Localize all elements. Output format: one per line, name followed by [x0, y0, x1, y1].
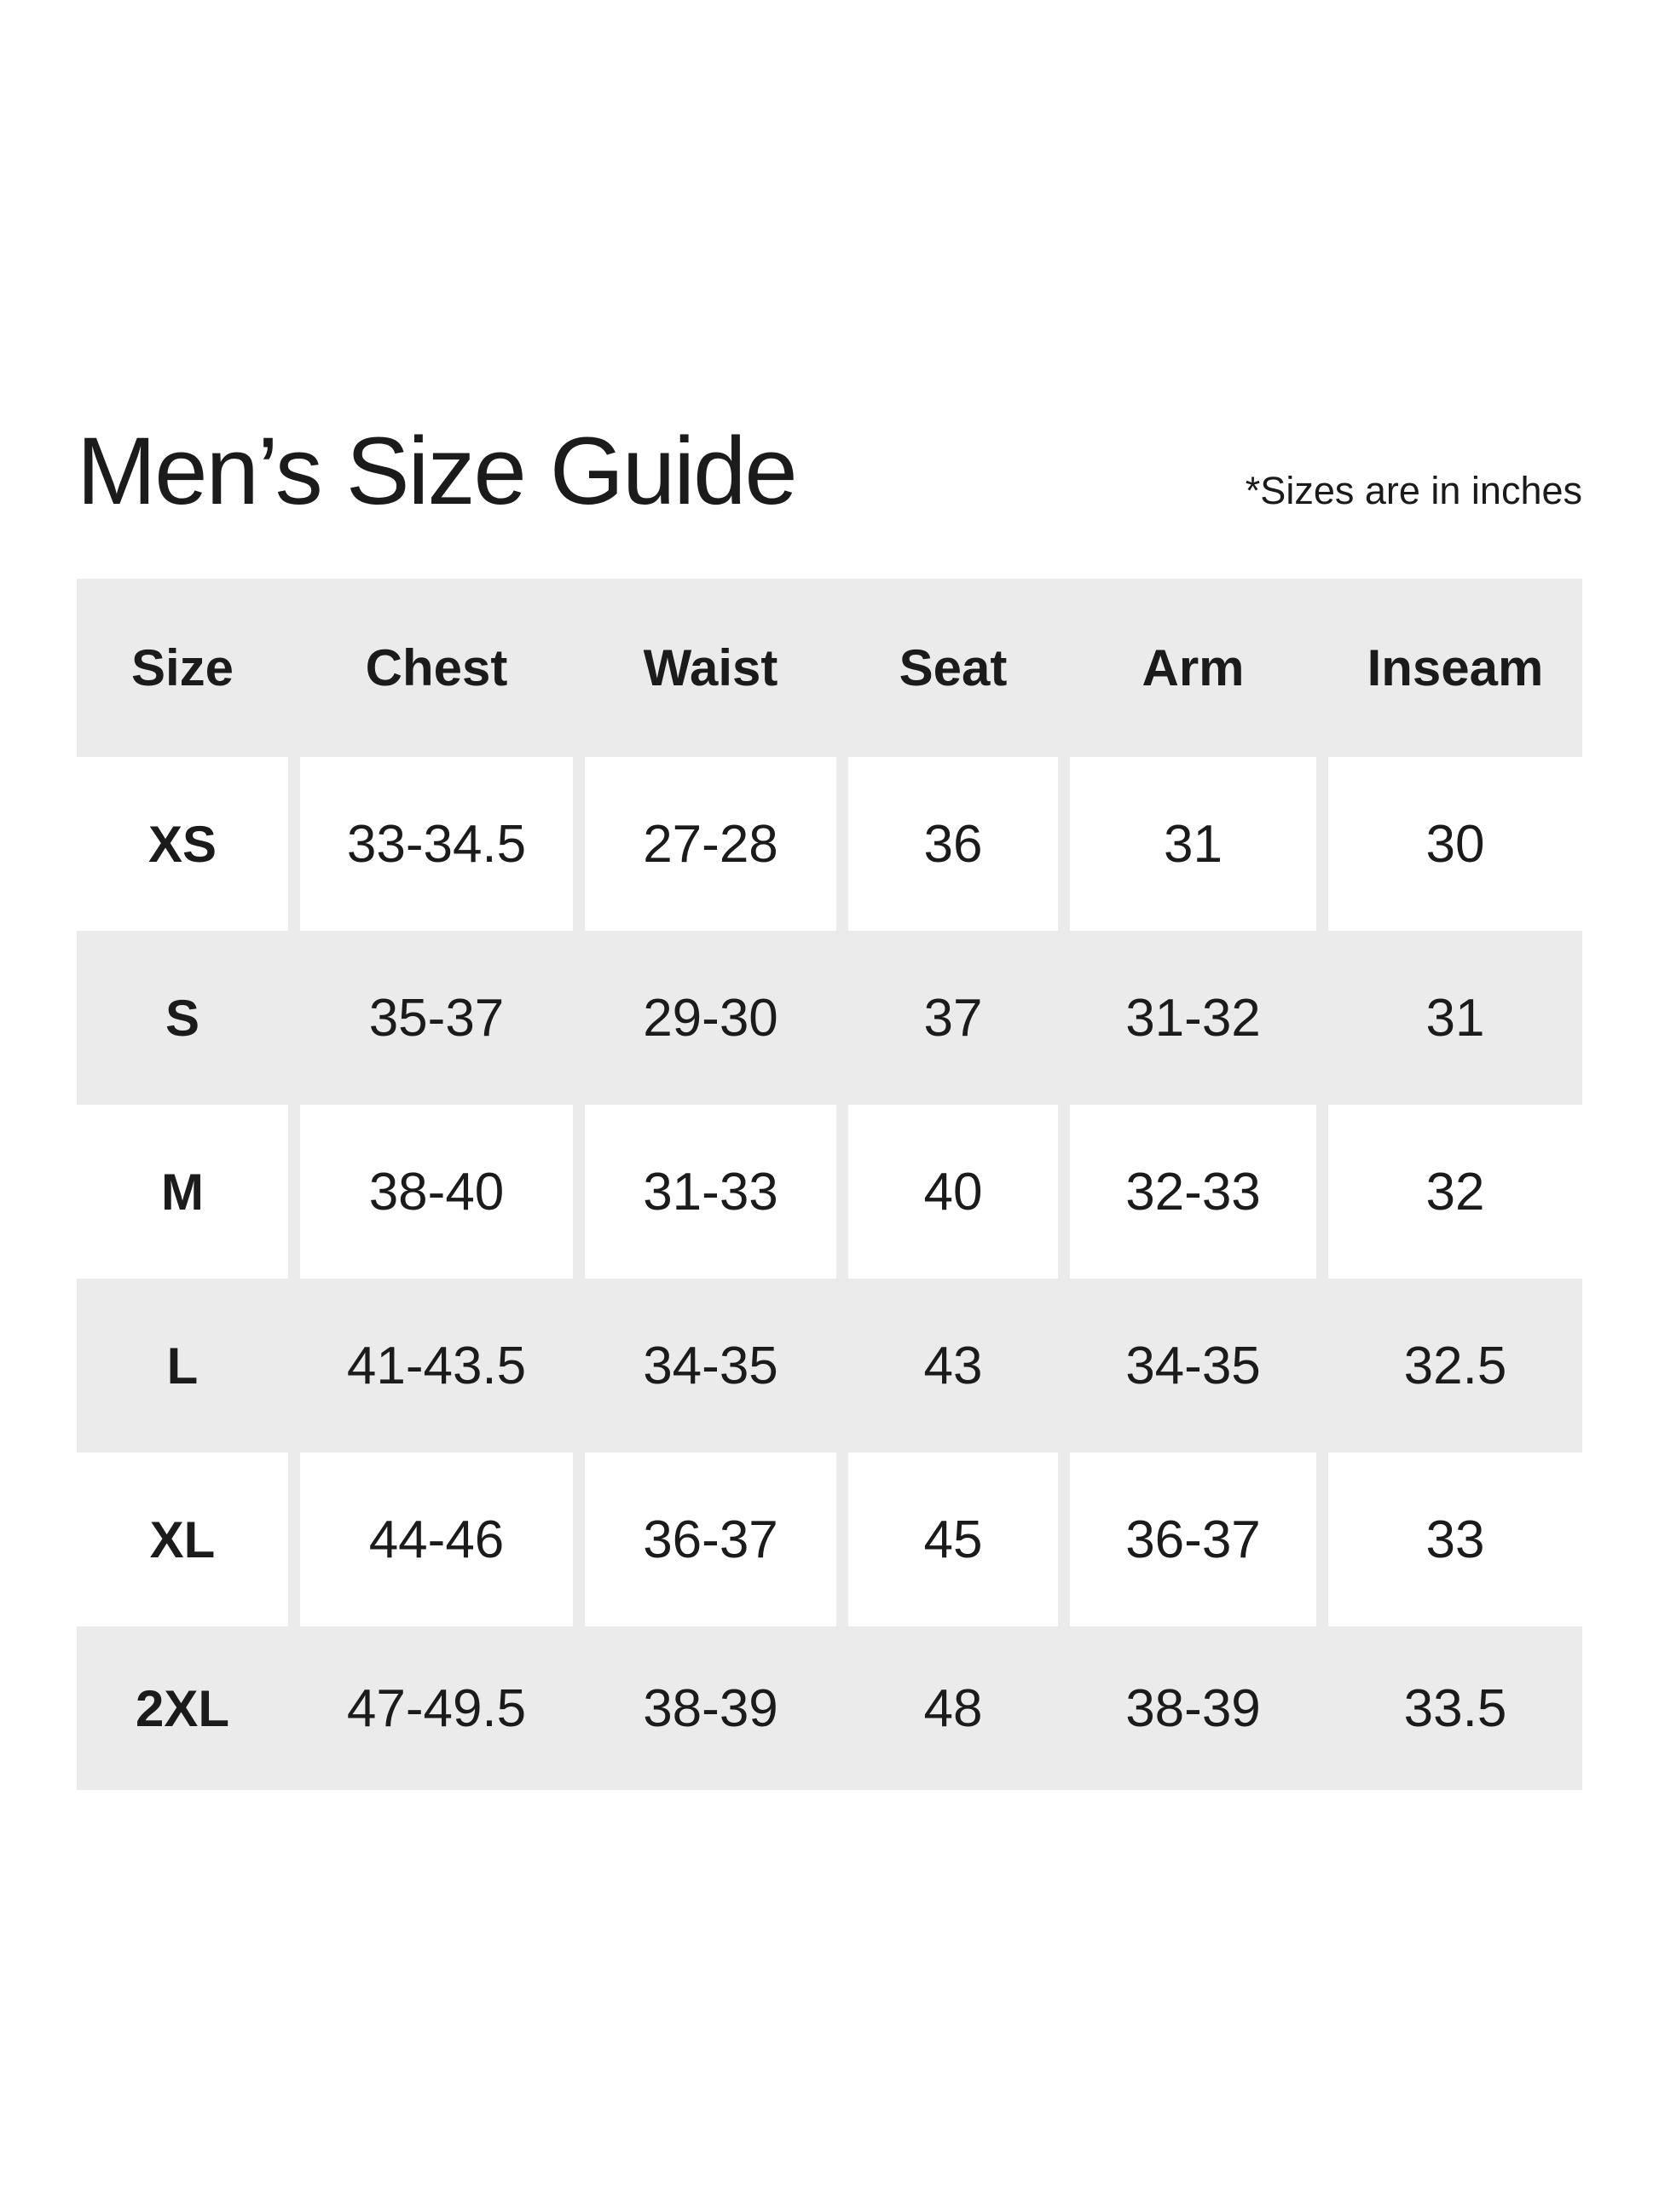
arm-cell: 31: [1070, 757, 1316, 931]
seat-cell: 40: [848, 1105, 1058, 1279]
size-cell: XS: [77, 757, 288, 931]
waist-cell: 38-39: [643, 1678, 778, 1738]
chest-cell: 38-40: [300, 1105, 573, 1279]
seat-cell: 43: [923, 1336, 983, 1395]
inseam-cell: 32.5: [1403, 1336, 1507, 1395]
page-header: Men’s Size Guide *Sizes are in inches: [77, 424, 1582, 519]
arm-cell: 34-35: [1125, 1336, 1261, 1395]
column-header-arm: Arm: [1142, 639, 1245, 696]
chest-cell: 35-37: [368, 988, 505, 1048]
table-row-s: S 35-37 29-30 37 31-32 31: [77, 931, 1582, 1105]
table-header-row: Size Chest Waist Seat Arm Inseam: [77, 579, 1582, 757]
waist-cell: 27-28: [585, 757, 836, 931]
page-title: Men’s Size Guide: [77, 418, 798, 524]
inseam-cell: 33: [1328, 1453, 1582, 1626]
size-cell: XL: [77, 1453, 288, 1626]
inseam-cell: 30: [1328, 757, 1582, 931]
column-header-chest: Chest: [365, 639, 508, 696]
size-cell: S: [165, 989, 200, 1047]
inseam-cell: 32: [1328, 1105, 1582, 1279]
column-header-inseam: Inseam: [1367, 639, 1544, 696]
size-cell: 2XL: [135, 1679, 230, 1737]
waist-cell: 36-37: [585, 1453, 836, 1626]
inseam-cell: 31: [1425, 988, 1485, 1048]
arm-cell: 32-33: [1070, 1105, 1316, 1279]
table-row-xl: XL 44-46 36-37 45 36-37 33: [77, 1453, 1582, 1626]
column-header-seat: Seat: [899, 639, 1008, 696]
waist-cell: 31-33: [585, 1105, 836, 1279]
table-row-m: M 38-40 31-33 40 32-33 32: [77, 1105, 1582, 1279]
column-header-size: Size: [130, 639, 234, 696]
arm-cell: 36-37: [1070, 1453, 1316, 1626]
inseam-cell: 33.5: [1403, 1678, 1507, 1738]
size-cell: M: [77, 1105, 288, 1279]
table-row-2xl: 2XL 47-49.5 38-39 48 38-39 33.5: [77, 1626, 1582, 1790]
size-guide-table: Size Chest Waist Seat Arm Inseam XS 33-3…: [77, 579, 1582, 1790]
waist-cell: 34-35: [643, 1336, 778, 1395]
arm-cell: 31-32: [1125, 988, 1261, 1048]
units-note: *Sizes are in inches: [1245, 469, 1582, 512]
seat-cell: 48: [923, 1678, 983, 1738]
chest-cell: 41-43.5: [346, 1336, 527, 1395]
size-cell: L: [166, 1337, 199, 1395]
chest-cell: 44-46: [300, 1453, 573, 1626]
seat-cell: 36: [848, 757, 1058, 931]
chest-cell: 47-49.5: [346, 1678, 527, 1738]
table-row-xs: XS 33-34.5 27-28 36 31 30: [77, 757, 1582, 931]
table-row-l: L 41-43.5 34-35 43 34-35 32.5: [77, 1279, 1582, 1453]
chest-cell: 33-34.5: [300, 757, 573, 931]
seat-cell: 45: [848, 1453, 1058, 1626]
arm-cell: 38-39: [1125, 1678, 1261, 1738]
seat-cell: 37: [923, 988, 983, 1048]
column-header-waist: Waist: [643, 639, 778, 696]
waist-cell: 29-30: [643, 988, 778, 1048]
